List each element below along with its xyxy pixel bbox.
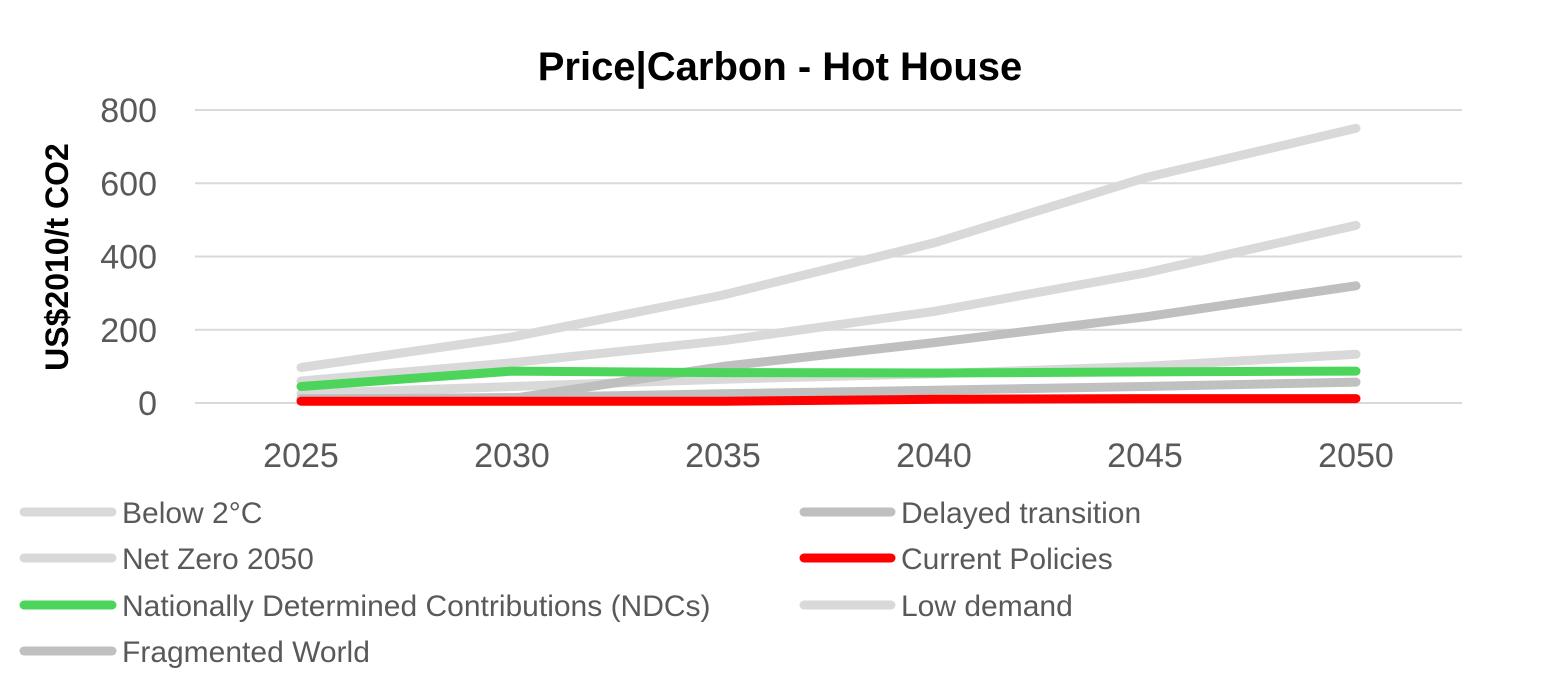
x-tick-label: 2040: [896, 437, 972, 475]
series-line-net-zero-2050: [296, 123, 1361, 372]
series-line-current-policies: [296, 394, 1361, 406]
legend-label-delayed-transition: Delayed transition: [901, 497, 1141, 530]
y-tick-label: 200: [100, 312, 157, 350]
legend-label-net-zero-2050: Net Zero 2050: [122, 543, 314, 576]
x-tick-label: 2030: [474, 437, 550, 475]
chart-title: Price|Carbon - Hot House: [538, 45, 1023, 89]
series-line-nationally-determined-contributions-ndcs: [296, 366, 1361, 391]
y-tick-label: 0: [138, 385, 157, 423]
x-axis-ticks: 2025 2030 2035 2040 2045 2050: [263, 437, 1394, 475]
y-tick-label: 400: [100, 239, 157, 277]
x-tick-label: 2035: [685, 437, 761, 475]
series-line-below-2-c: [296, 220, 1361, 386]
legend-label-below-2-c: Below 2°C: [122, 497, 262, 530]
y-axis-label: US$2010/t CO2: [39, 143, 75, 371]
y-tick-label: 600: [100, 165, 157, 203]
x-tick-label: 2050: [1318, 437, 1394, 475]
x-tick-label: 2025: [263, 437, 339, 475]
legend-label-low-demand: Low demand: [901, 590, 1073, 623]
legend-label-current-policies: Current Policies: [901, 543, 1113, 576]
legend-label-fragmented-world: Fragmented World: [122, 636, 370, 669]
legend: Below 2°C Net Zero 2050 Nationally Determi…: [19, 497, 1141, 669]
legend-label-nationally-determined-contributions-ndcs: Nationally Determined Contributions (NDC…: [122, 590, 711, 623]
y-axis-ticks: 0 200 400 600 800: [100, 92, 157, 423]
x-tick-label: 2045: [1107, 437, 1183, 475]
series-lines: [296, 123, 1361, 406]
y-tick-label: 800: [100, 92, 157, 130]
